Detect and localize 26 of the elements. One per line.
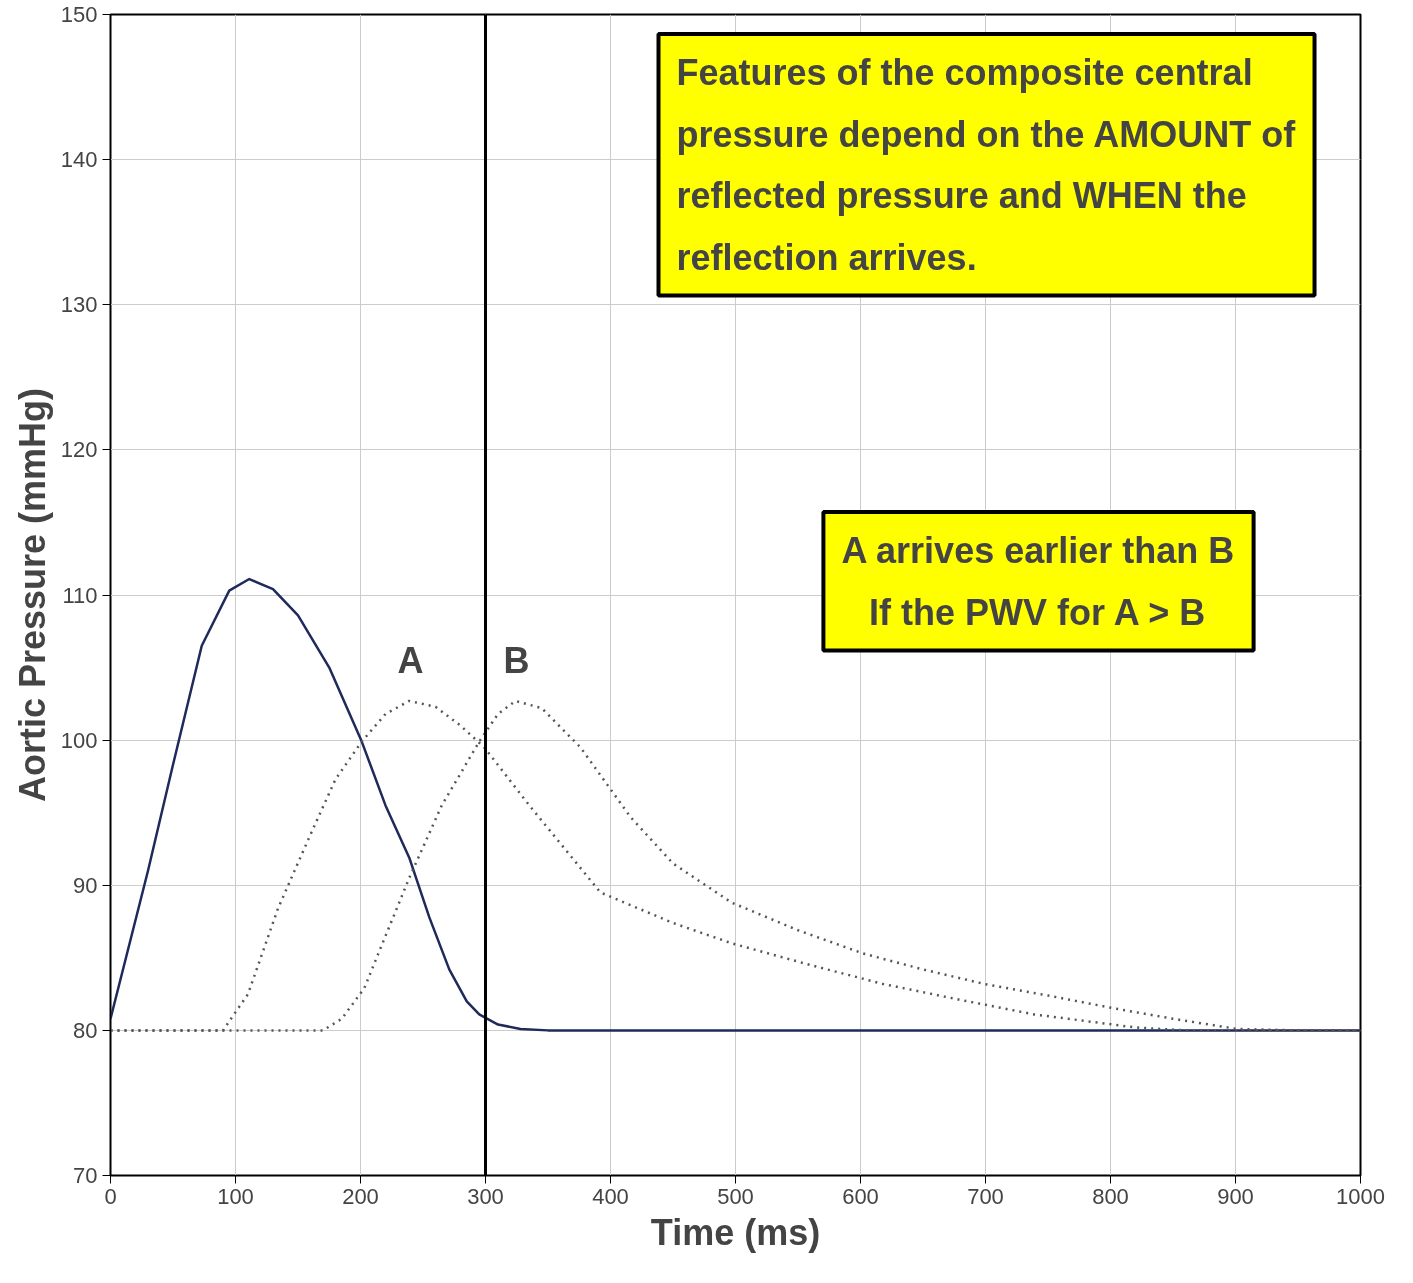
annotation: A arrives earlier than B If the PWV for A > B	[841, 530, 1235, 633]
annotation: A	[397, 639, 424, 681]
x-tick-label: 400	[592, 1183, 629, 1209]
annotation: B	[503, 639, 530, 681]
y-tick-label: 130	[60, 292, 98, 318]
x-tick-label: 300	[467, 1183, 504, 1209]
x-tick-label: 600	[842, 1183, 879, 1209]
y-tick-label: 100	[60, 727, 98, 753]
y-tick-label: 110	[62, 582, 98, 608]
y-tick-label: 150	[60, 2, 98, 27]
y-tick-label: 80	[73, 1017, 98, 1043]
x-tick-label: 900	[1217, 1183, 1254, 1209]
x-tick-label: 0	[104, 1183, 117, 1209]
x-tick-label: 500	[717, 1183, 754, 1209]
x-tick-label: 1000	[1336, 1183, 1385, 1209]
y-tick-label: 70	[73, 1163, 98, 1188]
y-tick-label: 120	[60, 437, 98, 463]
y-tick-label: 140	[60, 147, 98, 173]
x-tick-label: 200	[342, 1183, 379, 1209]
annotation: Features of the composite central pressure depend on the AMOUNT of reflected pressure and WHEN the reflection arrives.	[676, 52, 1297, 278]
x-axis-title: Time (ms)	[650, 1211, 821, 1253]
y-axis-title: Aortic Pressure (mmHg)	[11, 387, 53, 803]
x-tick-label: 800	[1092, 1183, 1129, 1209]
x-tick-label: 700	[967, 1183, 1004, 1209]
x-tick-label: 100	[217, 1183, 254, 1209]
y-tick-label: 90	[73, 872, 98, 898]
